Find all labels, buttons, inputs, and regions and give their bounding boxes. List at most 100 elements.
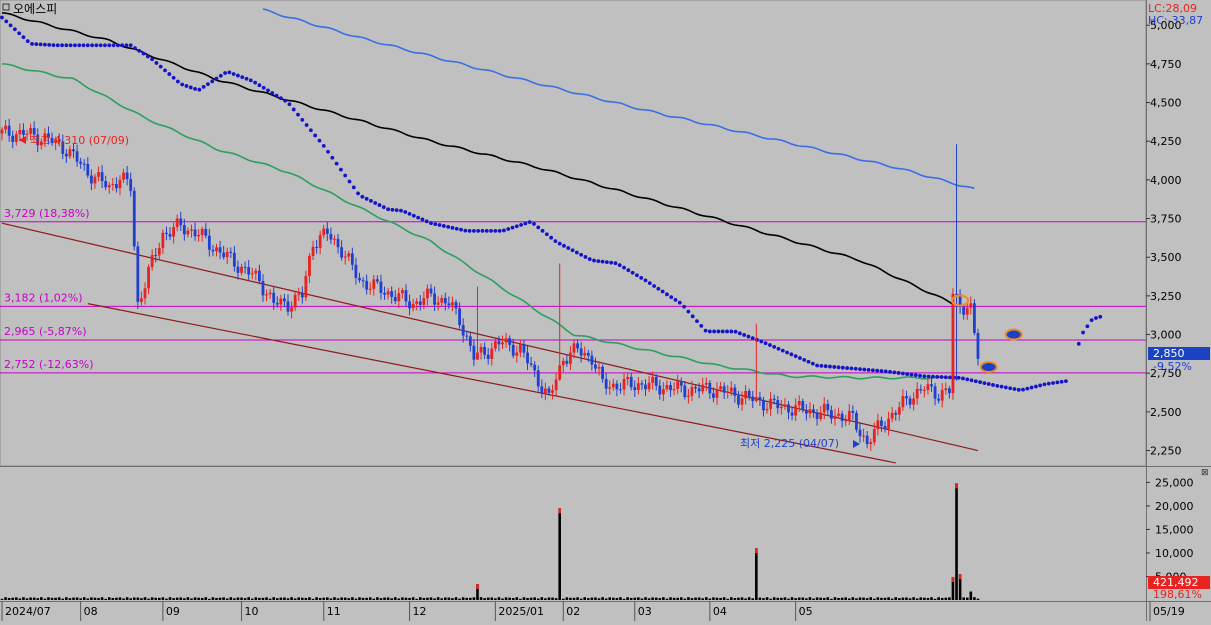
indicator-dot [810, 361, 815, 366]
trendline-layer [1, 222, 979, 464]
indicator-dot [416, 215, 421, 220]
indicator-dot [420, 217, 425, 222]
volume-bar [433, 598, 436, 600]
volume-bar [376, 597, 379, 600]
indicator-dot [214, 76, 219, 81]
candle-body [619, 389, 622, 391]
candle-body [254, 270, 258, 274]
volume-bar [647, 598, 651, 600]
candle-body [179, 218, 183, 226]
candle-body [783, 404, 787, 407]
indicator-dot [145, 54, 150, 59]
price-y-tick-label: 3,250 [1150, 290, 1182, 303]
indicator-dot [433, 222, 438, 227]
candle-body [476, 352, 479, 360]
volume-bar [329, 598, 333, 600]
volume-bar [958, 574, 962, 600]
volume-bar [722, 597, 726, 600]
indicator-dot [935, 374, 940, 379]
volume-bar [250, 598, 254, 600]
volume-bar [547, 597, 551, 600]
candle-body [182, 225, 186, 235]
indicator-dot [823, 364, 828, 369]
candle-body [250, 273, 254, 275]
volume-bar [962, 597, 965, 600]
candle-body [125, 172, 129, 180]
indicator-dot [832, 365, 837, 369]
volume-bar [783, 597, 787, 600]
x-tick-label: 11 [327, 605, 341, 618]
candle-body [333, 238, 336, 240]
indicator-dot [999, 384, 1004, 389]
candle-body [715, 388, 719, 398]
candle-body [969, 303, 973, 308]
candle-body [626, 376, 630, 380]
indicator-dot [1051, 381, 1055, 385]
candle-body [930, 384, 933, 387]
indicator-dot [780, 348, 785, 353]
volume-bar [687, 597, 690, 600]
volume-bar [204, 597, 208, 600]
candle-body [243, 266, 247, 268]
indicator-dot [926, 374, 931, 379]
candle-body [672, 388, 676, 391]
volume-bar [290, 597, 293, 600]
indicator-dot [836, 365, 841, 370]
volume-bar [662, 597, 665, 600]
candle-body [25, 133, 29, 135]
volume-bar [612, 597, 615, 600]
x-tick-label: 05 [799, 605, 813, 618]
candle-body [93, 176, 97, 184]
indicator-dot [532, 222, 536, 226]
volume-bar [275, 598, 279, 600]
indicator-dot [982, 381, 987, 385]
indicator-dot [690, 314, 695, 319]
candle-body [111, 184, 115, 186]
volume-bar [629, 597, 633, 600]
candle-body [744, 390, 747, 399]
candle-body [218, 247, 222, 253]
indicator-dot [523, 221, 528, 226]
volume-bar [465, 597, 469, 600]
candle-body [536, 370, 540, 387]
candle-body [157, 247, 161, 256]
indicator-dot [862, 367, 867, 372]
candle-body [258, 270, 261, 282]
candle-body [50, 137, 54, 144]
volume-bar [948, 597, 951, 600]
candle-body [701, 384, 705, 392]
volume-bar [930, 597, 933, 600]
indicator-dot [270, 91, 275, 95]
indicator-dot [446, 224, 451, 229]
indicator-dot [188, 85, 193, 90]
indicator-dot [587, 257, 592, 262]
title-checkbox-icon[interactable] [2, 3, 10, 11]
indicator-dot [467, 229, 472, 233]
volume-bar [719, 597, 722, 600]
indicator-dot [489, 229, 493, 233]
volume-bar [258, 597, 261, 600]
volume-bar [890, 598, 894, 600]
indicator-dot [356, 191, 360, 196]
candle-body [104, 181, 108, 188]
candle-body [97, 172, 100, 177]
candle-body [358, 277, 361, 281]
candle-body [222, 252, 226, 258]
volume-bar [233, 598, 236, 600]
candle-body [586, 352, 590, 356]
candle-body [883, 425, 887, 429]
candle-body [733, 387, 737, 396]
panel-resize-icon[interactable]: ⊠ [1201, 468, 1209, 478]
candle-body [39, 141, 43, 146]
indicator-dot [656, 286, 661, 291]
indicator-dot [163, 68, 167, 73]
volume-bar [308, 597, 311, 600]
indicator-dot [60, 43, 64, 48]
volume-bar [161, 597, 165, 600]
volume-bar [851, 597, 855, 600]
indicator-dot [566, 246, 571, 250]
volume-bar [469, 597, 472, 600]
candle-body [193, 229, 197, 237]
